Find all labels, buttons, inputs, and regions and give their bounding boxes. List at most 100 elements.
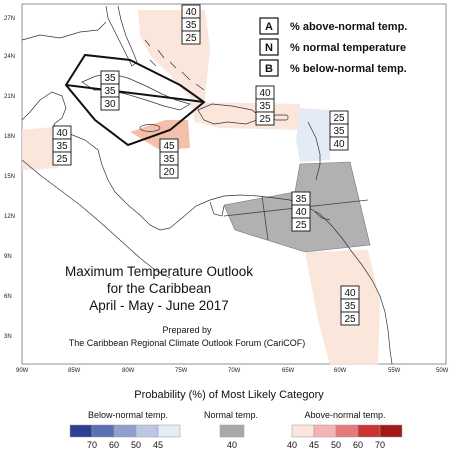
table-value-above: 45 — [163, 141, 175, 152]
legend-swatch — [357, 424, 381, 438]
lon-tick: 85W — [68, 368, 81, 374]
table-value-normal: 35 — [259, 101, 271, 112]
lat-tick: 18N — [4, 134, 15, 140]
lat-tick: 15N — [4, 174, 15, 180]
table-cell-below — [159, 164, 179, 179]
lat-tick: 12N — [4, 214, 15, 220]
probability-table-cuba-outline: 35 35 30 — [100, 70, 120, 111]
legend-swatch — [291, 424, 315, 438]
florida-coast — [105, 5, 138, 67]
central-america-pacific — [21, 159, 171, 279]
legend-above-normal: Above-normal temp. 40 45 50 60 70 — [287, 410, 403, 450]
legend-below-normal: Below-normal temp. 70 60 50 45 — [69, 410, 181, 450]
legend-above-label: Above-normal temp. — [304, 410, 385, 420]
key-letter-b: B — [265, 63, 273, 75]
lat-tick: 3N — [4, 334, 12, 340]
prepared-by-org: The Caribbean Regional Climate Outlook F… — [69, 338, 306, 348]
legend-swatch — [135, 424, 159, 438]
table-value-above: 25 — [333, 113, 345, 124]
bahamas-islands — [144, 39, 205, 91]
table-value-above: 35 — [104, 73, 116, 84]
table-value-below: 25 — [344, 314, 356, 325]
probability-table-guianas: 40 35 25 — [340, 285, 360, 326]
table-value-below: 30 — [104, 99, 116, 110]
legend-normal: Normal temp. 40 — [204, 410, 258, 450]
map-title-line-2: for the Caribbean — [107, 281, 211, 296]
table-cell-below — [329, 136, 349, 151]
map-title-line-3: April - May - June 2017 — [89, 298, 229, 313]
legend-value: 60 — [109, 440, 119, 450]
legend-value: 40 — [227, 440, 237, 450]
legend-swatch — [219, 424, 245, 438]
map-title-block: Maximum Temperature Outlook for the Cari… — [65, 264, 305, 348]
southern-caribbean-divider-vertical — [261, 195, 269, 241]
legend-value: 70 — [375, 440, 385, 450]
legend-swatch — [335, 424, 359, 438]
table-value-below: 20 — [163, 167, 175, 178]
table-value-below: 40 — [333, 139, 345, 150]
legend-value: 70 — [87, 440, 97, 450]
table-value-above: 40 — [344, 288, 356, 299]
probability-table-bahamas-north: 40 35 25 — [181, 4, 201, 45]
key-text-b: % below-normal temp. — [290, 63, 407, 75]
longitude-ticks: 90W 85W 80W 75W 70W 65W 60W 55W 50W — [16, 368, 449, 374]
south-america-coast — [169, 194, 393, 365]
key-text-n: % normal temperature — [290, 42, 406, 54]
legend-swatch — [157, 424, 181, 438]
lon-tick: 75W — [175, 368, 188, 374]
table-value-above: 35 — [295, 194, 307, 205]
map-title-line-1: Maximum Temperature Outlook — [65, 264, 253, 279]
table-value-normal: 35 — [185, 20, 197, 31]
table-value-above: 40 — [259, 88, 271, 99]
legend-swatch — [69, 424, 93, 438]
table-cell-below — [100, 96, 120, 111]
lon-tick: 60W — [334, 368, 347, 374]
lon-tick: 55W — [388, 368, 401, 374]
lat-tick: 24N — [4, 54, 15, 60]
legend-swatch — [379, 424, 403, 438]
table-value-below: 25 — [259, 114, 271, 125]
key-letter-n: N — [265, 42, 273, 54]
hispaniola-coast — [197, 103, 263, 125]
table-value-above: 40 — [185, 7, 197, 18]
probability-table-southern-caribbean: 35 40 25 — [291, 191, 311, 232]
legend-swatch — [313, 424, 337, 438]
legend-value: 60 — [353, 440, 363, 450]
legend-swatch — [113, 424, 137, 438]
table-cell-below — [255, 111, 275, 126]
lat-tick: 21N — [4, 94, 15, 100]
table-cell-below — [181, 30, 201, 45]
table-value-normal: 35 — [333, 126, 345, 137]
category-key: A % above-normal temp. N % normal temper… — [259, 17, 407, 77]
legend-below-label: Below-normal temp. — [88, 410, 168, 420]
table-value-below: 25 — [56, 154, 68, 165]
table-value-normal: 35 — [163, 154, 175, 165]
table-cell-below — [52, 151, 72, 166]
probability-table-jamaica: 45 35 20 — [159, 138, 179, 179]
probability-table-central-america: 40 35 25 — [52, 125, 72, 166]
legend-caption: Probability (%) of Most Likely Category — [134, 389, 324, 401]
legend-swatch — [91, 424, 115, 438]
cuba-region-divider — [65, 84, 205, 103]
table-value-normal: 35 — [344, 301, 356, 312]
lat-tick: 9N — [4, 254, 12, 260]
lat-tick: 6N — [4, 294, 12, 300]
legend-value: 50 — [331, 440, 341, 450]
lon-tick: 80W — [122, 368, 135, 374]
legend-value: 50 — [131, 440, 141, 450]
table-value-normal: 35 — [104, 86, 116, 97]
lon-tick: 65W — [282, 368, 295, 374]
legend-value: 45 — [309, 440, 319, 450]
region-outlines — [64, 53, 206, 147]
legend-value: 45 — [153, 440, 163, 450]
legend-value: 40 — [287, 440, 297, 450]
table-value-below: 25 — [185, 33, 197, 44]
jamaica-coast — [139, 124, 161, 132]
table-value-below: 25 — [295, 220, 307, 231]
lon-tick: 90W — [16, 368, 29, 374]
orinoco-delta — [314, 211, 331, 221]
table-value-normal: 40 — [295, 207, 307, 218]
legend-normal-label: Normal temp. — [204, 410, 258, 420]
